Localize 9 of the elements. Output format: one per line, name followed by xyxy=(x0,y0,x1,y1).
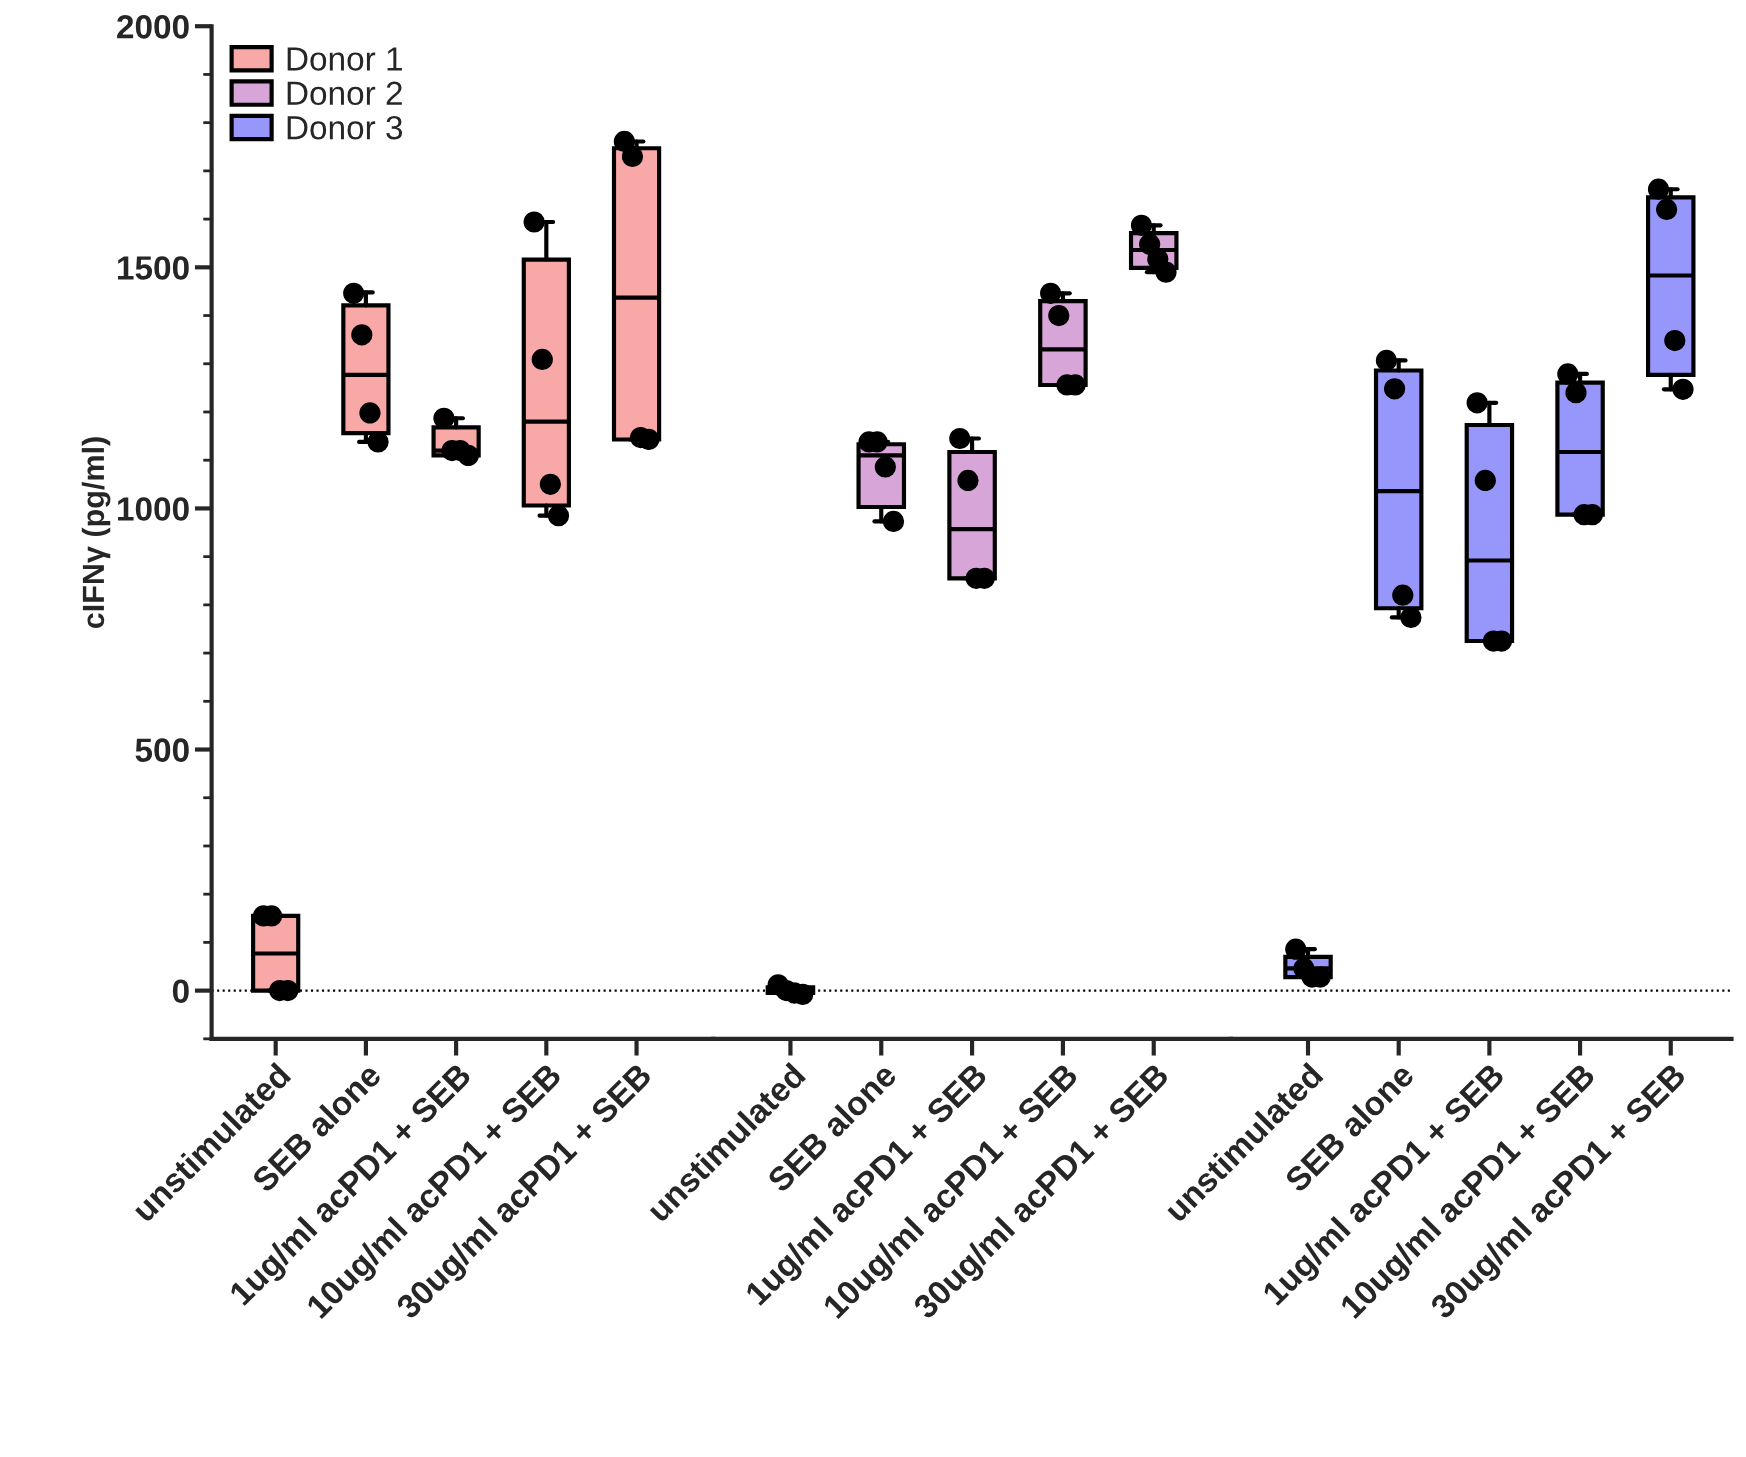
y-tick-label: 1000 xyxy=(118,497,189,521)
y-tick-label: 1500 xyxy=(118,256,189,280)
y-axis-title: cIFNγ (pg/ml) xyxy=(81,437,111,629)
legend-label: Donor 3 xyxy=(287,115,403,140)
y-tick-label: 0 xyxy=(172,979,189,1004)
y-tick-label: 500 xyxy=(135,738,189,762)
legend-label: Donor 1 xyxy=(287,47,402,71)
y-tick-label: 2000 xyxy=(117,15,189,39)
legend-label: Donor 2 xyxy=(287,81,402,106)
